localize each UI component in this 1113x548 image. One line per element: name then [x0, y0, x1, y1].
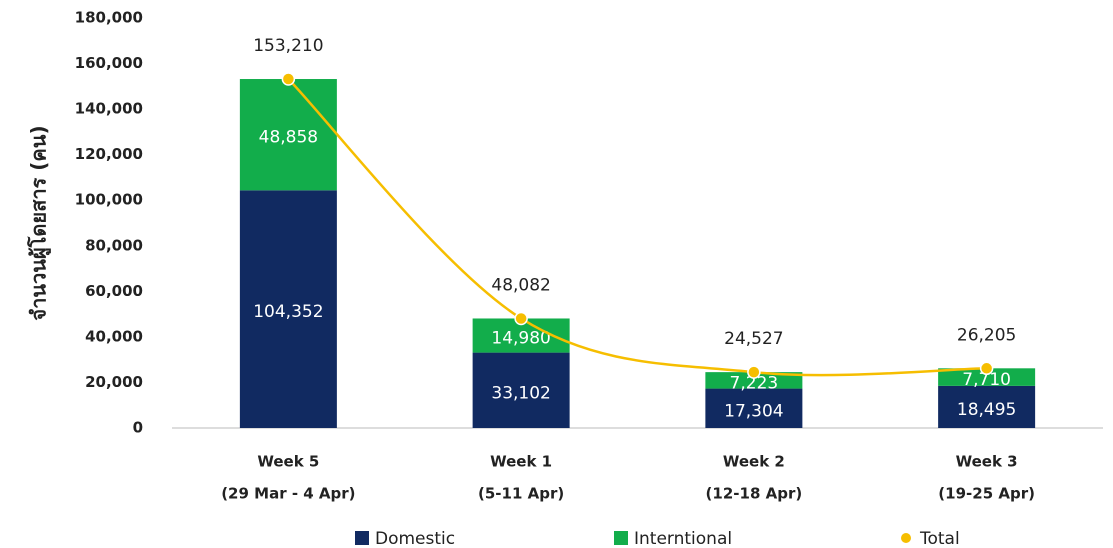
x-tick-label: (5-11 Apr)	[478, 485, 564, 503]
y-axis-label: จำนวนผู้โดยสาร (คน)	[27, 125, 53, 320]
y-tick-label: 100,000	[75, 191, 143, 209]
data-label: 18,495	[957, 400, 1016, 420]
bar-segment	[705, 388, 803, 428]
total-point	[979, 361, 994, 376]
data-label: 7,223	[730, 373, 779, 393]
bar-segment	[938, 368, 1036, 386]
legend-marker	[901, 533, 911, 543]
y-tick-label: 140,000	[75, 100, 143, 118]
legend-label: Domestic	[375, 529, 455, 548]
legend-label: Interntional	[634, 529, 732, 548]
bar-segment	[705, 372, 803, 389]
data-label: 7,710	[962, 370, 1011, 390]
data-label: 33,102	[491, 383, 550, 403]
y-tick-label: 160,000	[75, 54, 143, 72]
y-tick-label: 80,000	[85, 236, 143, 254]
x-tick-label: Week 1	[490, 453, 552, 471]
x-tick-label: (12-18 Apr)	[706, 485, 803, 503]
legend-label: Total	[919, 529, 960, 548]
bar-segment	[239, 190, 337, 428]
total-point	[747, 365, 761, 379]
bar-segment	[938, 385, 1036, 428]
data-label: 14,980	[491, 329, 550, 349]
y-tick-label: 20,000	[85, 373, 143, 391]
bar-segment	[239, 79, 337, 191]
bar-segment	[472, 352, 570, 428]
x-tick-label: Week 2	[723, 453, 785, 471]
x-tick-label: Week 3	[956, 453, 1018, 471]
data-label: 104,352	[253, 302, 323, 322]
data-label: 17,304	[724, 401, 783, 421]
x-tick-label: (29 Mar - 4 Apr)	[221, 485, 355, 503]
y-tick-label: 120,000	[75, 145, 143, 163]
y-tick-label: 180,000	[75, 9, 143, 27]
y-tick-label: 0	[133, 419, 143, 437]
data-label: 48,858	[259, 128, 318, 148]
data-label: 48,082	[491, 275, 550, 295]
data-label: 24,527	[724, 329, 783, 349]
y-tick-label: 60,000	[85, 282, 143, 300]
legend-marker	[614, 531, 628, 545]
data-label: 26,205	[957, 325, 1016, 345]
total-point	[514, 311, 528, 326]
x-tick-label: (19-25 Apr)	[938, 485, 1035, 503]
legend-marker	[355, 531, 369, 545]
total-point	[281, 72, 296, 86]
x-tick-label: Week 5	[257, 453, 319, 471]
y-tick-label: 40,000	[85, 327, 143, 345]
total-line	[287, 78, 987, 377]
data-label: 153,210	[253, 36, 323, 56]
